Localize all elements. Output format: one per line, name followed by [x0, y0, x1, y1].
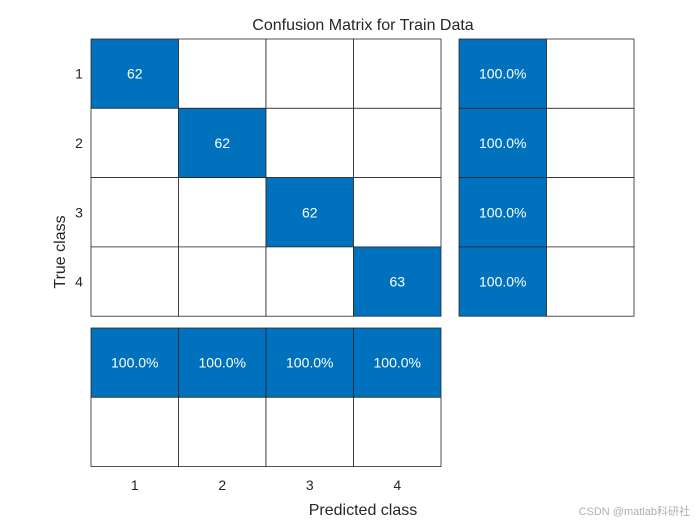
matrix-cell: [178, 107, 267, 179]
row-summary-correct-value: 100.0%: [479, 274, 526, 290]
column-summary-incorrect-cell: [178, 396, 267, 467]
matrix-cell-value: 62: [214, 135, 230, 151]
column-summary-grid: 100.0% 100.0% 100.0% 100.0%: [90, 327, 442, 467]
matrix-cell: [265, 38, 354, 109]
row-summary-correct-cell: [458, 107, 547, 179]
confusion-matrix-grid: 62 62 62 63: [90, 38, 442, 317]
matrix-cell-value: 62: [127, 66, 143, 82]
matrix-cell: [265, 107, 354, 179]
column-summary-correct-value: 100.0%: [286, 355, 333, 371]
matrix-cell-value: 62: [302, 204, 318, 220]
x-axis-label: Predicted class: [309, 502, 418, 519]
row-summary-correct-cell: [458, 38, 547, 109]
predicted-class-tick-label: 1: [131, 477, 139, 493]
row-summary-incorrect-cell: [546, 177, 635, 248]
matrix-cell: [90, 107, 179, 179]
true-class-tick-label: 2: [75, 135, 83, 151]
watermark: CSDN @matlab科研社: [578, 506, 690, 518]
column-summary-correct-value: 100.0%: [199, 355, 246, 371]
predicted-class-tick-label: 3: [306, 477, 314, 493]
y-axis-label: True class: [52, 215, 69, 288]
predicted-class-tick-labels: 1 2 3 4: [131, 477, 402, 493]
column-summary-incorrect-cell: [353, 396, 442, 467]
column-summary-incorrect-cell: [90, 396, 179, 467]
row-summary-correct-value: 100.0%: [479, 66, 526, 82]
matrix-cell: [353, 38, 442, 109]
column-summary-incorrect-cell: [265, 396, 354, 467]
chart-title: Confusion Matrix for Train Data: [252, 17, 474, 34]
predicted-class-tick-label: 4: [393, 477, 401, 493]
matrix-cell: [265, 246, 354, 317]
row-summary-correct-value: 100.0%: [479, 135, 526, 151]
matrix-cell: [265, 177, 354, 248]
matrix-cell: [178, 177, 267, 248]
column-summary-correct-cell: [178, 327, 267, 398]
matrix-cell: [353, 177, 442, 248]
matrix-cell-value: 63: [389, 274, 405, 290]
row-summary-incorrect-cell: [546, 246, 635, 317]
true-class-tick-label: 3: [75, 204, 83, 220]
matrix-cell: [90, 246, 179, 317]
row-summary-grid: 100.0% 100.0% 100.0% 100.0%: [458, 38, 635, 317]
true-class-tick-label: 1: [75, 66, 83, 82]
matrix-cell: [178, 246, 267, 317]
matrix-cell: [90, 177, 179, 248]
true-class-tick-label: 4: [75, 274, 83, 290]
column-summary-correct-value: 100.0%: [374, 355, 421, 371]
row-summary-incorrect-cell: [546, 107, 635, 179]
row-summary-correct-cell: [458, 246, 547, 317]
row-summary-incorrect-cell: [546, 38, 635, 109]
true-class-tick-labels: 1 2 3 4: [75, 66, 83, 290]
predicted-class-tick-label: 2: [218, 477, 226, 493]
matrix-cell: [353, 107, 442, 179]
matrix-cell: [90, 38, 179, 109]
matrix-cell: [178, 38, 267, 109]
column-summary-correct-cell: [353, 327, 442, 398]
row-summary-correct-value: 100.0%: [479, 204, 526, 220]
column-summary-correct-value: 100.0%: [111, 355, 158, 371]
matrix-cell: [353, 246, 442, 317]
